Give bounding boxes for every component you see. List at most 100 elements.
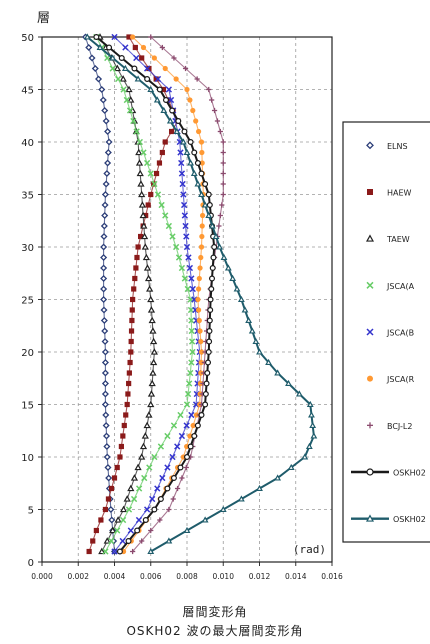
data-point: [198, 190, 205, 198]
data-point-stroke: [114, 527, 121, 534]
data-point: [147, 85, 155, 93]
data-point-stroke: [187, 369, 194, 377]
data-point: [198, 170, 205, 177]
data-point: [114, 464, 120, 471]
data-point: [126, 370, 132, 376]
data-point: [274, 474, 282, 481]
data-point: [175, 117, 182, 124]
data-point-stroke: [154, 75, 162, 83]
data-point-stroke: [164, 464, 171, 471]
data-point-stroke: [133, 54, 140, 62]
data-point: [125, 391, 131, 397]
y-tick-label: 10: [21, 453, 34, 464]
data-point: [201, 516, 209, 523]
legend-item: ELNS: [366, 141, 408, 151]
legend-label: TAEW: [386, 235, 410, 244]
data-point: [99, 96, 107, 104]
data-point: [164, 432, 171, 440]
data-point: [154, 191, 162, 198]
data-point: [180, 191, 187, 198]
y-tick-label: 40: [21, 138, 34, 149]
data-point: [220, 181, 226, 187]
y-tick-label: 30: [21, 243, 34, 254]
legend-item: JSCA(B: [366, 328, 414, 338]
data-point: [143, 264, 152, 271]
data-point: [126, 107, 134, 114]
data-point: [127, 527, 134, 534]
x-tick-label: 0.008: [176, 572, 198, 581]
data-point: [197, 265, 203, 271]
data-point: [98, 517, 104, 523]
data-point: [158, 201, 165, 209]
data-point-stroke: [188, 359, 195, 366]
data-point: [103, 442, 111, 451]
data-point: [173, 127, 181, 135]
data-point: [178, 432, 186, 440]
data-point: [114, 527, 121, 534]
x-axis-label: 層間変形角: [182, 605, 248, 619]
data-point: [148, 34, 154, 40]
data-point: [91, 64, 99, 73]
data-point: [188, 359, 195, 366]
data-point-stroke: [114, 75, 122, 83]
legend-item: OSKH02: [351, 468, 426, 478]
data-point: [179, 475, 185, 481]
data-point: [138, 453, 146, 460]
data-point-stroke: [143, 506, 151, 513]
data-point: [198, 359, 204, 366]
data-point: [90, 538, 96, 544]
data-point: [162, 139, 168, 145]
data-point-stroke: [141, 474, 148, 482]
data-point-stroke: [147, 170, 154, 177]
data-point: [102, 421, 110, 430]
data-point: [101, 190, 109, 199]
data-point: [202, 401, 209, 408]
data-point: [216, 243, 224, 250]
data-point: [153, 96, 161, 103]
data-point: [136, 169, 144, 177]
data-point: [183, 243, 191, 251]
data-point: [172, 243, 180, 251]
data-point: [151, 506, 158, 513]
data-point-stroke: [149, 495, 156, 503]
data-point: [188, 338, 196, 345]
data-point: [128, 338, 134, 345]
data-point: [184, 285, 191, 293]
data-point: [170, 475, 177, 482]
legend-label: OSKH02: [393, 469, 426, 478]
data-point-stroke: [188, 275, 195, 282]
data-point: [150, 337, 158, 345]
data-point-stroke: [120, 86, 127, 93]
legend-item: HAEW: [367, 189, 412, 198]
data-point: [144, 75, 151, 82]
data-point-stroke: [136, 138, 144, 146]
data-point-stroke: [181, 212, 188, 219]
data-point: [147, 170, 154, 177]
data-point-stroke: [179, 180, 186, 188]
data-point: [104, 159, 112, 167]
data-point: [151, 180, 158, 188]
legend-label: OSKH02: [393, 515, 426, 524]
data-point: [248, 327, 256, 334]
data-point-stroke: [178, 170, 186, 177]
data-point: [220, 160, 226, 166]
data-point: [134, 463, 142, 471]
data-point: [187, 433, 193, 439]
data-point: [130, 34, 136, 40]
data-point: [101, 211, 109, 220]
data-point-stroke: [180, 191, 187, 198]
data-point: [140, 232, 149, 240]
data-point: [237, 495, 245, 502]
data-point: [274, 369, 282, 376]
data-point: [295, 390, 303, 397]
data-point-stroke: [183, 243, 191, 251]
data-point: [100, 316, 108, 325]
data-point: [310, 432, 318, 439]
data-point: [134, 254, 140, 261]
data-point: [201, 201, 209, 208]
data-point: [169, 233, 176, 240]
data-point: [206, 202, 213, 209]
data-point: [147, 295, 155, 303]
data-point: [119, 516, 127, 524]
data-point: [149, 327, 157, 334]
